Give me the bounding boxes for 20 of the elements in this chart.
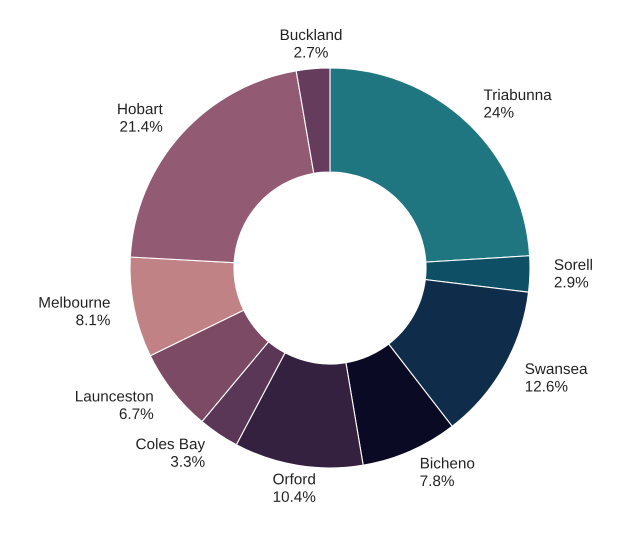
slice-label: Hobart (118, 103, 163, 114)
slice-label: Bicheno (420, 457, 474, 469)
data-label: 8.1% (76, 314, 110, 326)
slice-label: Triabunna (484, 88, 552, 100)
data-label: 7.8% (420, 475, 454, 486)
slice-label: Buckland (280, 28, 342, 40)
data-label: 24% (484, 106, 514, 118)
data-label: 21.4% (120, 121, 162, 132)
data-label: 2.9% (554, 276, 588, 288)
slice-label: Sorell (554, 258, 592, 270)
slice-label: Orford (273, 473, 315, 484)
data-label: 10.4% (274, 491, 316, 502)
data-label: 3.3% (170, 456, 205, 467)
slice-label: Coles Bay (136, 438, 206, 452)
slice-label: Swansea (525, 363, 588, 374)
data-label: 6.7% (120, 408, 154, 420)
data-label: 12.6% (526, 380, 568, 392)
data-label: 2.7% (294, 46, 328, 58)
slice-label: Launceston (76, 390, 153, 402)
slice-label: Melbourne (40, 296, 110, 308)
